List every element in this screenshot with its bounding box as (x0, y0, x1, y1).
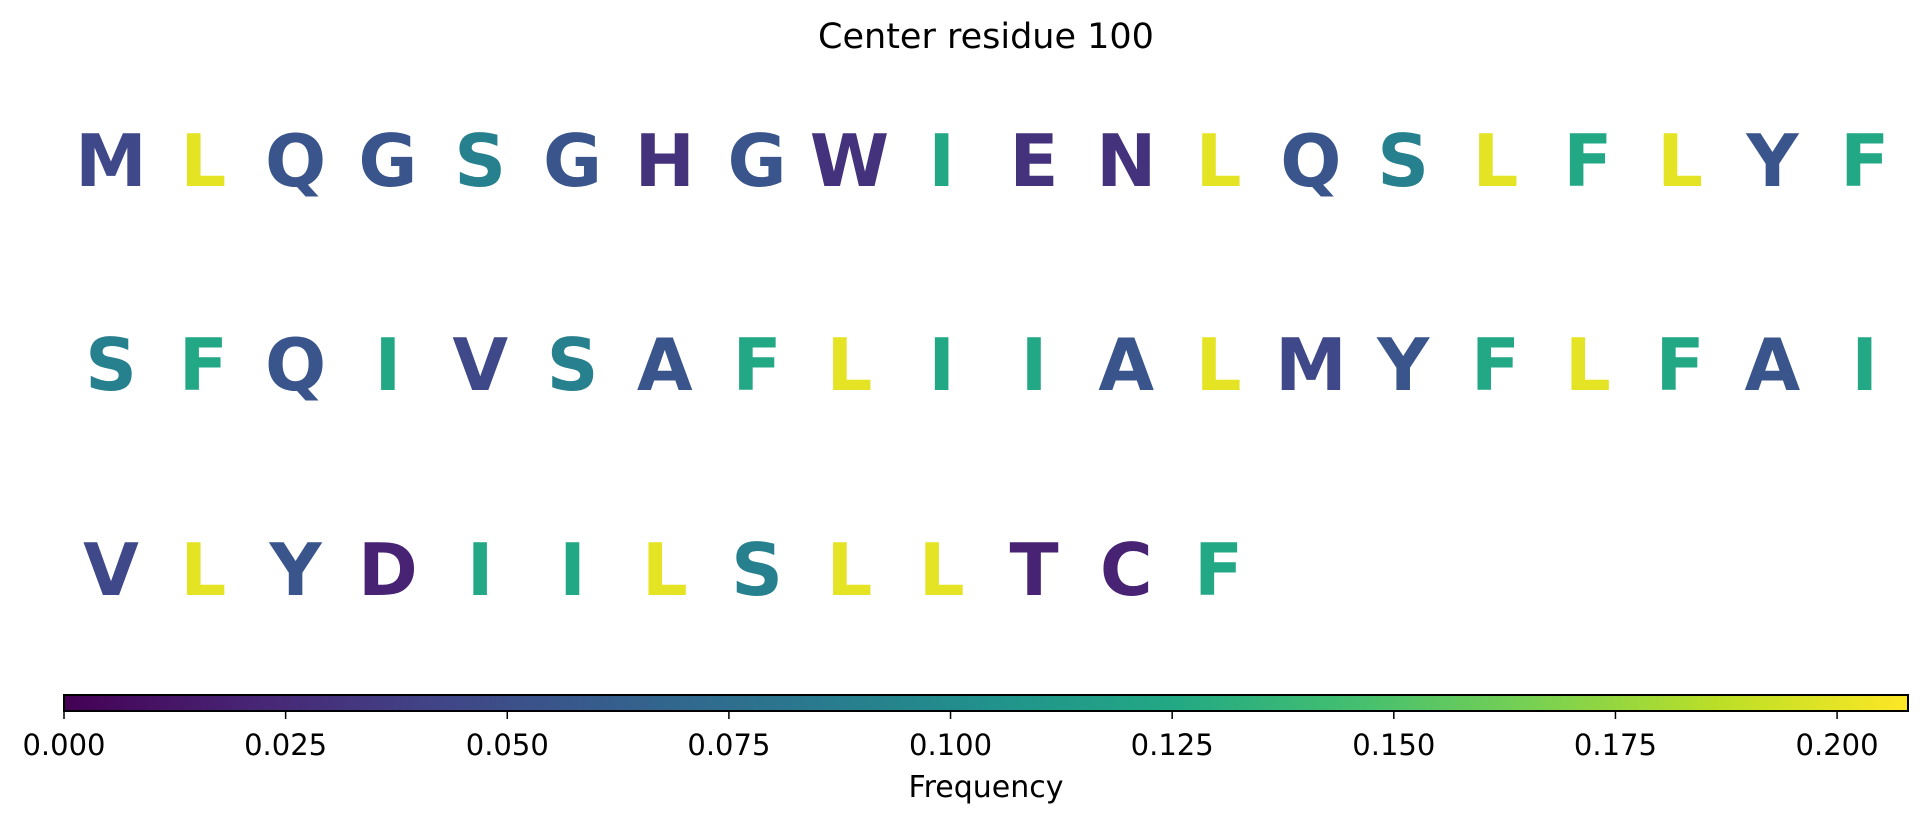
residue-letter: F (179, 323, 228, 407)
residue-letter: Y (1376, 323, 1430, 407)
residue-letter: T (1009, 528, 1058, 612)
colorbar-tick-label: 0.100 (909, 728, 992, 762)
residue-letter: L (1196, 119, 1242, 203)
residue-grid: M L Q G S G H G W I E N L Q S L F L Y FS F Q I V S A F L I I A L M Y F L F A I… (75, 119, 1889, 612)
residue-letter: C (1100, 528, 1153, 612)
residue-letter: D (358, 528, 418, 612)
residue-letter: A (1098, 323, 1154, 407)
residue-letter: I (1021, 323, 1048, 407)
residue-letter: G (728, 119, 787, 203)
residue-letter: L (1657, 119, 1703, 203)
residue-letter: Q (1280, 119, 1341, 203)
colorbar-tick-label: 0.125 (1131, 728, 1214, 762)
residue-letter: Q (265, 323, 326, 407)
colorbar-tick-label: 0.000 (22, 728, 105, 762)
residue-letter: Q (265, 119, 326, 203)
colorbar-tick-label: 0.025 (244, 728, 327, 762)
residue-letter: S (454, 119, 506, 203)
residue-letter: S (85, 323, 137, 407)
residue-letter: L (826, 528, 872, 612)
residue-letter: F (1656, 323, 1705, 407)
residue-letter: L (919, 528, 965, 612)
residue-letter: I (467, 528, 494, 612)
residue-letter: F (733, 323, 782, 407)
residue-letter: E (1009, 119, 1058, 203)
residue-letter: I (1851, 323, 1878, 407)
residue-letter: L (826, 323, 872, 407)
residue-letter: V (83, 528, 139, 612)
residue-letter: L (1473, 119, 1519, 203)
residue-letter: W (810, 119, 889, 203)
residue-letter: F (1840, 119, 1889, 203)
residue-letter: S (1377, 119, 1429, 203)
residue-letter: F (1563, 119, 1612, 203)
residue-letter: G (543, 119, 602, 203)
colorbar-tick-label: 0.050 (466, 728, 549, 762)
colorbar-tick-label: 0.150 (1352, 728, 1435, 762)
residue-letter: Y (1745, 119, 1799, 203)
residue-letter: N (1096, 119, 1156, 203)
colorbar-ticks: 0.000 0.025 0.050 0.075 0.100 0.125 0.150 0.175… (22, 711, 1879, 762)
residue-letter: G (358, 119, 417, 203)
residue-letter: L (642, 528, 688, 612)
residue-letter: I (928, 323, 955, 407)
colorbar-tick-label: 0.200 (1796, 728, 1879, 762)
residue-letter: L (1196, 323, 1242, 407)
colorbar-tick-label: 0.075 (687, 728, 770, 762)
chart-title: Center residue 100 (818, 17, 1154, 57)
colorbar-gradient (63, 694, 1909, 712)
residue-letter: A (637, 323, 693, 407)
residue-letter: I (375, 323, 402, 407)
residue-letter: Y (269, 528, 323, 612)
residue-letter: F (1194, 528, 1243, 612)
residue-letter: H (635, 119, 695, 203)
residue-letter: A (1745, 323, 1801, 407)
residue-letter: L (180, 528, 226, 612)
colorbar-tick-label: 0.175 (1574, 728, 1657, 762)
residue-letter: M (75, 119, 147, 203)
colorbar: 0.000 0.025 0.050 0.075 0.100 0.125 0.150 0.175… (22, 694, 1909, 805)
residue-letter: I (559, 528, 586, 612)
colorbar-label: Frequency (909, 770, 1064, 805)
residue-letter: I (928, 119, 955, 203)
residue-letter: S (547, 323, 599, 407)
residue-letter: V (452, 323, 508, 407)
residue-letter: L (1565, 323, 1611, 407)
residue-letter: M (1275, 323, 1347, 407)
residue-letter: L (180, 119, 226, 203)
residue-letter: S (731, 528, 783, 612)
residue-letter: F (1471, 323, 1520, 407)
